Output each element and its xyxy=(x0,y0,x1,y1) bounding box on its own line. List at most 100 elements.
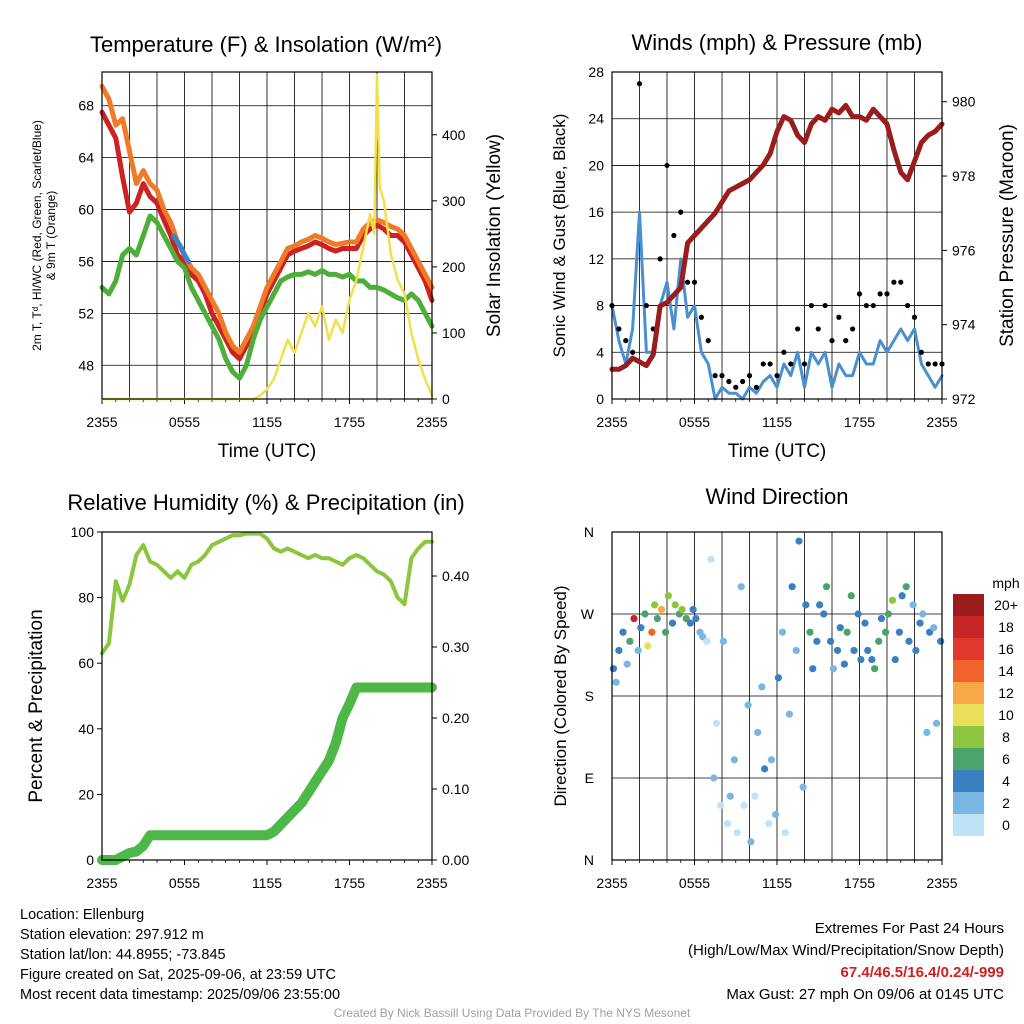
direction-point xyxy=(827,637,835,645)
direction-point xyxy=(615,646,623,655)
y-tick-label: N xyxy=(584,852,594,868)
y-tick-label: 24 xyxy=(588,111,604,127)
y2-tick-label: 0.20 xyxy=(442,710,469,726)
gust-point xyxy=(795,326,801,332)
y-tick-label: 64 xyxy=(78,150,94,166)
legend-label: 18 xyxy=(998,619,1014,635)
direction-point xyxy=(668,619,677,627)
gust-point xyxy=(884,291,890,297)
plot-frame xyxy=(611,531,943,861)
y-tick-label: 0 xyxy=(86,852,94,868)
gust-point xyxy=(843,338,849,344)
y-axis-label: 2m T, Tᵈ, HI/WC (Red, Green, Scarlet/Blu… xyxy=(30,120,44,351)
direction-point xyxy=(653,614,661,623)
gust-point xyxy=(623,338,629,344)
direction-point xyxy=(703,637,711,645)
y2-tick-label: 974 xyxy=(952,317,976,333)
chart-title: Winds (mph) & Pressure (mb) xyxy=(632,30,923,55)
direction-point xyxy=(657,605,666,614)
direction-point xyxy=(923,728,931,737)
direction-point xyxy=(877,614,886,623)
direction-point xyxy=(895,628,903,636)
gust-point xyxy=(856,291,863,297)
direction-point xyxy=(788,583,796,591)
pressure-line xyxy=(609,102,945,372)
direction-point xyxy=(781,829,789,837)
x-tick-label: 1155 xyxy=(762,414,792,430)
direction-point xyxy=(634,646,642,655)
direction-point xyxy=(875,637,883,645)
direction-point xyxy=(671,601,679,609)
max-gust-text: Max Gust: 27 mph On 09/06 at 0145 UTC xyxy=(726,986,1004,1003)
direction-point xyxy=(623,660,631,668)
direction-point xyxy=(626,637,634,645)
direction-point xyxy=(678,605,686,614)
legend-label: 14 xyxy=(998,663,1014,679)
x-tick-label: 2355 xyxy=(596,414,627,430)
direction-point xyxy=(767,756,776,764)
gust-point xyxy=(767,361,773,367)
x-tick-label: 1155 xyxy=(252,875,282,891)
direction-point xyxy=(772,810,780,819)
direction-point xyxy=(785,710,793,718)
direction-point xyxy=(637,624,645,632)
x-tick-label: 0555 xyxy=(679,875,710,891)
direction-point xyxy=(644,642,652,650)
gust-point xyxy=(822,302,828,309)
legend-label: 2 xyxy=(1002,795,1010,811)
chart-panel-2: Winds (mph) & Pressure (mb) 2355 0555 1155 1… xyxy=(550,30,1018,462)
y-tick-label: N xyxy=(584,524,594,540)
direction-point xyxy=(609,665,617,673)
gust-point xyxy=(636,81,643,87)
direction-point xyxy=(937,637,945,645)
y2-tick-label: 978 xyxy=(952,168,976,184)
y-tick-label: 100 xyxy=(71,524,95,540)
latlon-text: Station lat/lon: 44.8955; -73.845 xyxy=(20,947,226,963)
direction-point xyxy=(850,646,858,655)
direction-point xyxy=(778,628,787,636)
gust-point xyxy=(664,162,670,169)
x-tick-label: 1755 xyxy=(334,875,365,891)
gust-point xyxy=(925,361,931,367)
direction-point xyxy=(836,624,844,632)
direction-point xyxy=(864,646,872,655)
y2-tick-label: 0.40 xyxy=(442,568,469,584)
y-axis-label: Percent & Precipitation xyxy=(26,609,47,802)
gust-point xyxy=(643,302,649,309)
direction-point xyxy=(799,783,807,791)
precipitation-line xyxy=(97,682,437,865)
direction-point xyxy=(854,610,862,618)
legend-label: 0 xyxy=(1002,817,1010,833)
direction-point xyxy=(630,614,638,623)
legend-label: 8 xyxy=(1002,729,1010,745)
humidity-line xyxy=(100,531,434,656)
direction-point xyxy=(765,819,773,828)
y-tick-label: S xyxy=(585,688,594,704)
direction-point xyxy=(898,592,906,600)
gust-point xyxy=(911,314,918,320)
gust-point xyxy=(678,209,684,215)
x-tick-label: 2355 xyxy=(596,875,627,891)
direction-point xyxy=(861,619,869,627)
y2-tick-label: 200 xyxy=(442,259,466,275)
y2-tick-label: 400 xyxy=(442,127,466,143)
direction-point xyxy=(843,628,851,636)
direction-point xyxy=(909,601,917,609)
direction-point xyxy=(871,665,879,673)
gust-point xyxy=(905,302,911,309)
gust-point xyxy=(877,291,883,297)
gust-point xyxy=(733,384,739,390)
gust-point xyxy=(918,349,924,355)
gust-point xyxy=(671,232,677,239)
direction-point xyxy=(662,628,670,636)
direction-point xyxy=(905,637,913,645)
y2-tick-label: 300 xyxy=(442,193,466,209)
direction-point xyxy=(744,701,752,709)
direction-point xyxy=(792,646,800,655)
direction-point xyxy=(919,610,927,618)
legend-swatch xyxy=(953,594,984,616)
direction-point xyxy=(822,583,831,591)
gust-point xyxy=(698,314,704,320)
x-tick-label: 2355 xyxy=(416,875,447,891)
